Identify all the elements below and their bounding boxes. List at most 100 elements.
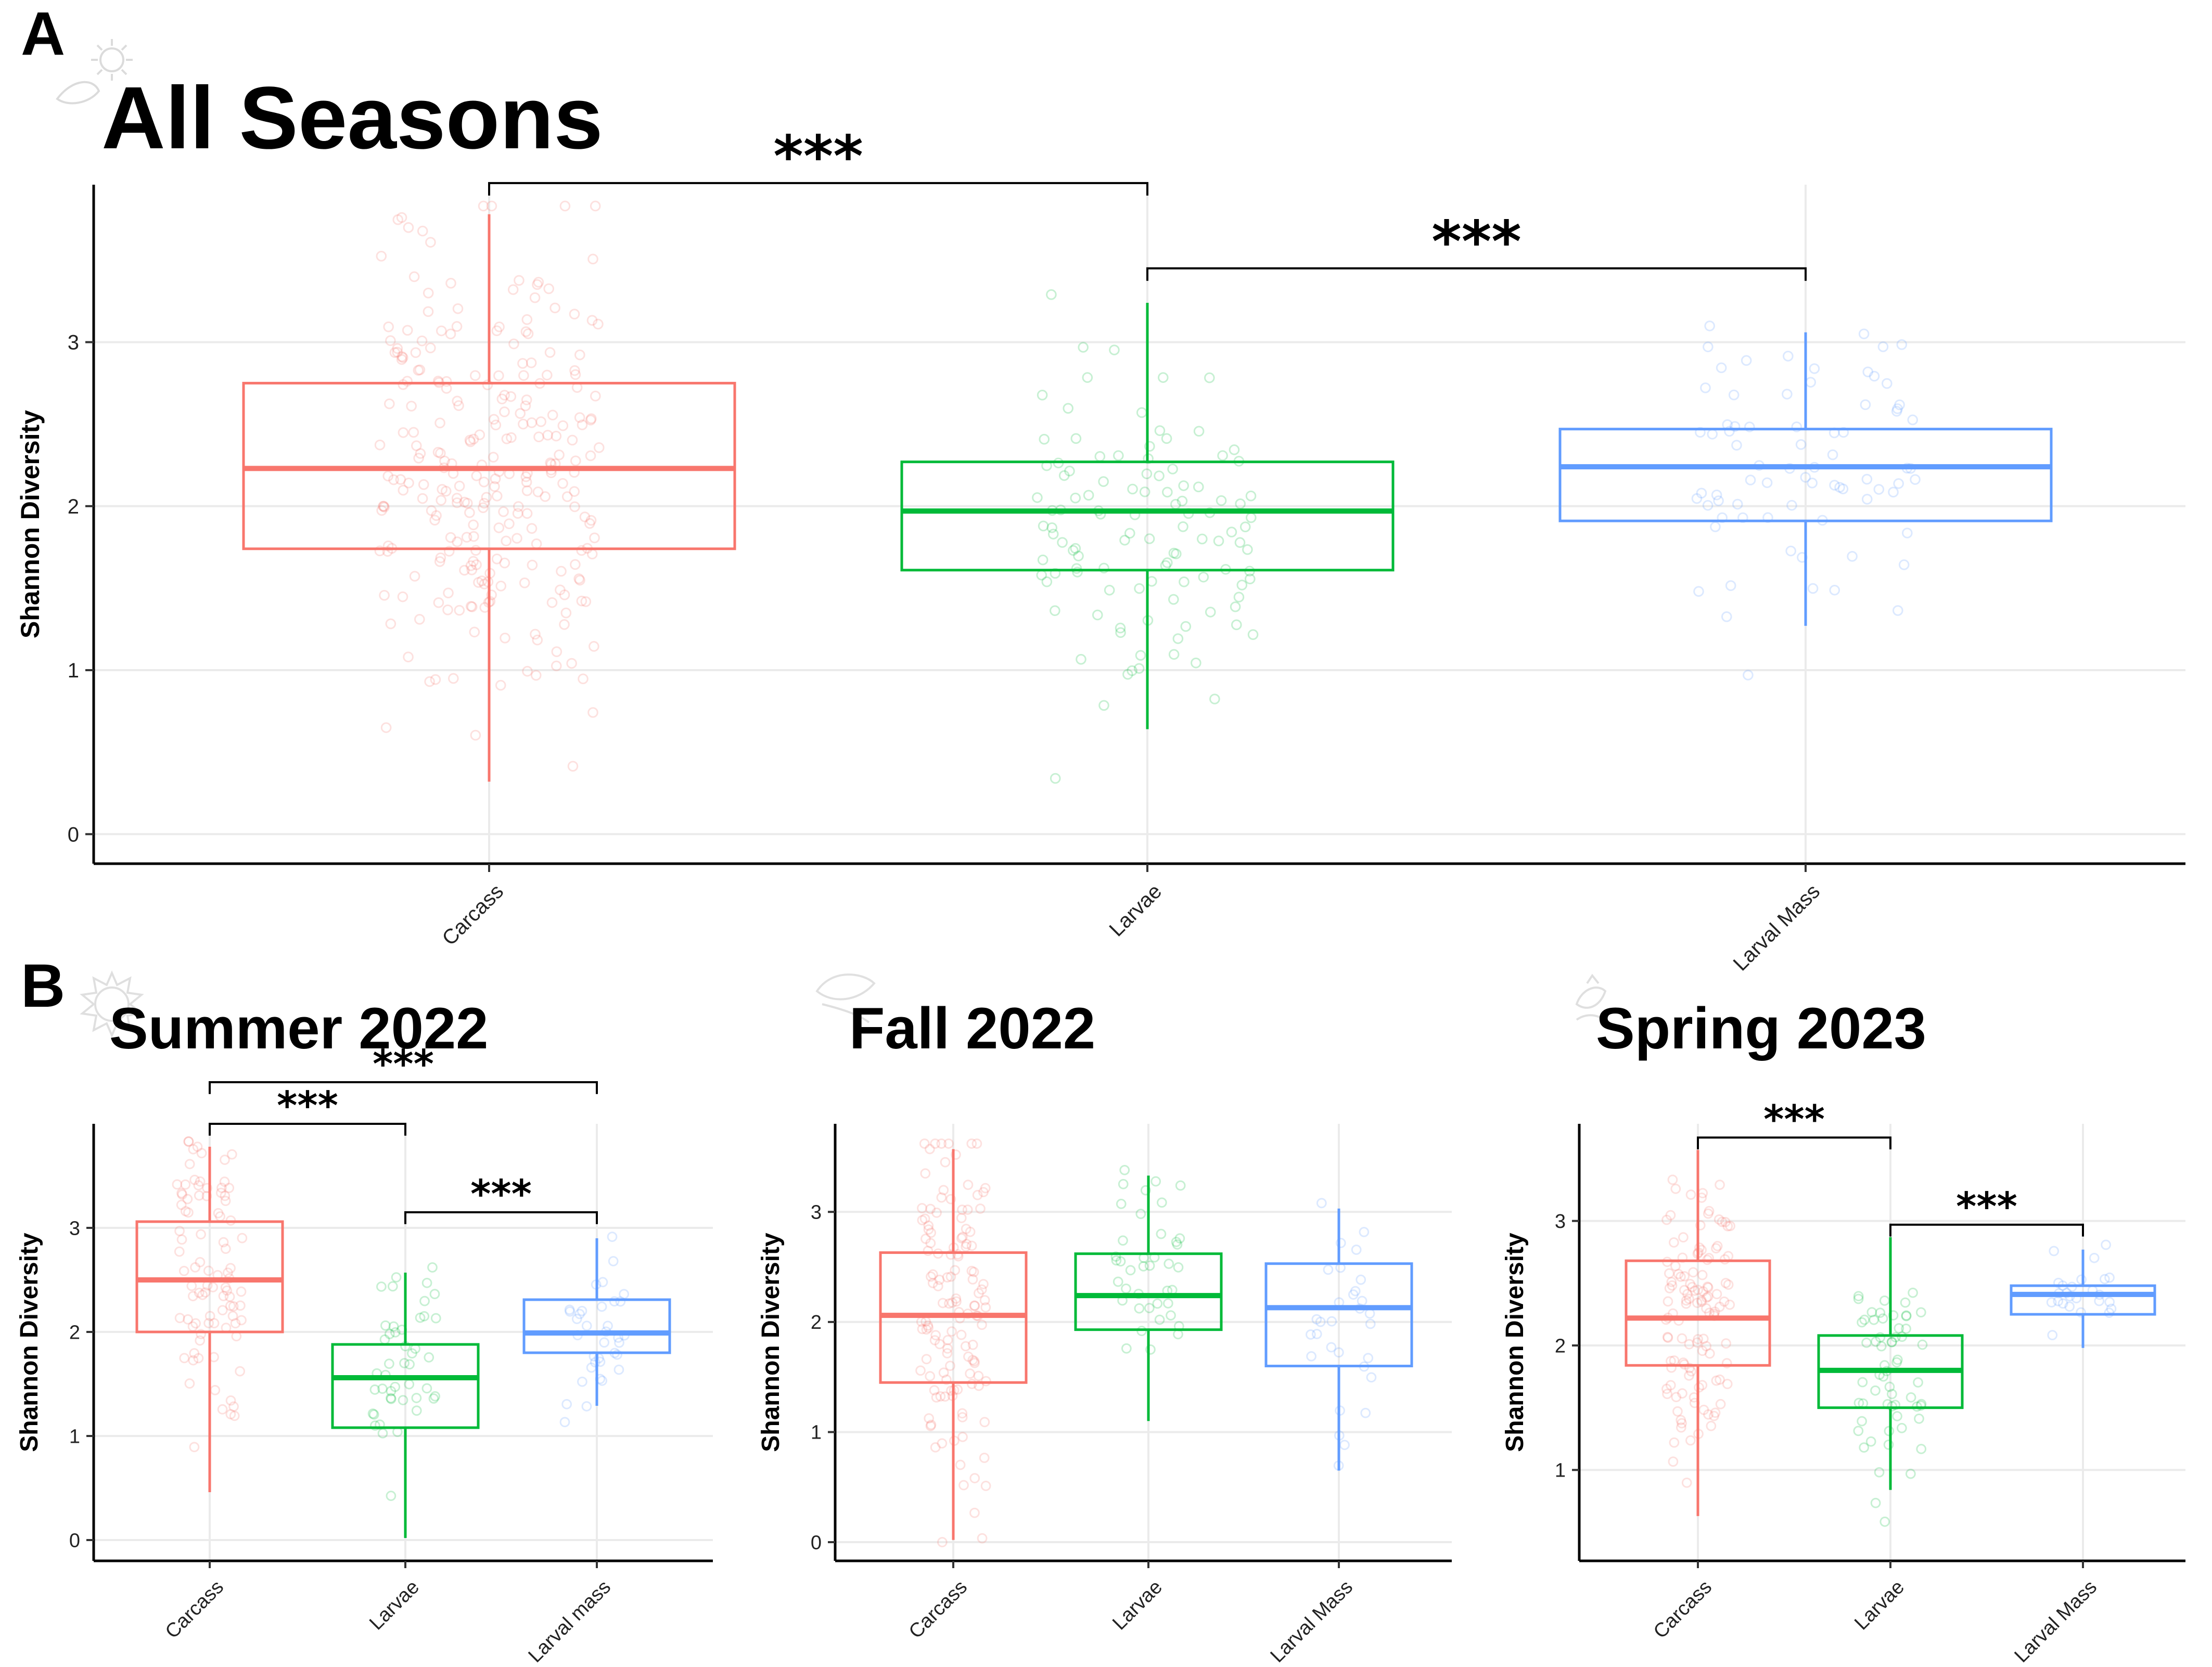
data-point	[944, 1298, 954, 1309]
data-point	[925, 1203, 936, 1214]
data-point	[596, 1301, 607, 1312]
data-point	[1891, 1357, 1902, 1368]
data-point	[439, 455, 450, 467]
data-point	[1668, 1456, 1679, 1467]
data-point	[521, 485, 533, 496]
data-point	[586, 413, 597, 424]
data-point	[533, 431, 544, 443]
data-point	[195, 1257, 206, 1267]
data-point	[1731, 440, 1742, 451]
data-point	[216, 1183, 227, 1193]
data-point	[551, 430, 562, 442]
data-point	[189, 1348, 200, 1358]
data-point	[1239, 521, 1251, 532]
data-point	[369, 1384, 380, 1395]
data-point	[459, 565, 470, 576]
data-point	[382, 540, 394, 552]
data-point	[559, 200, 571, 212]
data-point	[220, 1196, 231, 1207]
data-point	[1161, 433, 1172, 444]
data-point	[603, 1320, 613, 1331]
data-point	[570, 369, 581, 380]
data-point	[1743, 670, 1754, 681]
x-tick-label: Larvae	[1108, 1576, 1167, 1634]
data-point	[396, 212, 407, 223]
data-point	[374, 545, 386, 557]
data-point	[1191, 657, 1201, 669]
data-point	[1171, 1237, 1182, 1247]
data-point	[1047, 529, 1059, 540]
data-point	[429, 1289, 440, 1299]
data-point	[1178, 521, 1188, 532]
data-point	[462, 497, 473, 509]
data-point	[395, 474, 406, 485]
data-point	[2047, 1330, 2058, 1340]
data-point	[488, 414, 500, 425]
data-point	[418, 479, 429, 490]
data-point	[1235, 498, 1246, 509]
data-point	[521, 477, 532, 488]
data-point	[1887, 1401, 1898, 1412]
x-tick-label: Carcass	[1650, 1576, 1716, 1643]
data-point	[1861, 473, 1873, 485]
data-point	[969, 1356, 980, 1367]
data-point	[1233, 592, 1245, 602]
data-point	[530, 670, 542, 681]
data-point	[1870, 1336, 1881, 1347]
data-point	[1162, 1298, 1173, 1309]
data-point	[1323, 1264, 1334, 1275]
data-point	[1665, 1210, 1676, 1221]
data-point	[619, 1289, 629, 1300]
data-point	[236, 1286, 247, 1297]
data-point	[496, 393, 508, 405]
data-point	[969, 1473, 980, 1483]
panel-letter-a: A	[21, 0, 65, 68]
leaf-icon	[815, 973, 876, 1023]
data-point	[1910, 474, 1921, 485]
data-point	[590, 1357, 600, 1368]
data-point	[383, 321, 394, 332]
data-point	[1110, 1251, 1121, 1262]
data-point	[193, 1180, 204, 1191]
data-point	[419, 1311, 430, 1322]
data-point	[414, 364, 426, 376]
data-point	[980, 1183, 991, 1194]
data-point	[376, 250, 387, 262]
data-point	[440, 485, 452, 497]
data-point	[1915, 1400, 1926, 1411]
data-point	[517, 358, 528, 369]
data-point	[521, 508, 533, 519]
data-point	[1715, 1399, 1726, 1409]
data-point	[451, 321, 463, 332]
data-point	[515, 408, 526, 419]
data-point	[391, 1272, 402, 1283]
data-point	[567, 761, 579, 772]
data-point	[1869, 370, 1880, 382]
data-point	[402, 325, 413, 336]
data-point	[1193, 481, 1204, 493]
data-point	[1306, 1351, 1316, 1362]
data-point	[957, 1232, 968, 1242]
data-point	[1073, 550, 1084, 561]
data-point	[940, 1391, 951, 1402]
data-point	[1072, 567, 1083, 578]
data-point	[498, 506, 509, 517]
data-point	[1901, 1311, 1912, 1322]
data-point	[1786, 499, 1797, 511]
data-point	[430, 1391, 441, 1402]
chart-title: Summer 2022	[109, 996, 488, 1061]
data-point	[512, 533, 522, 544]
data-point	[1884, 1381, 1895, 1392]
box-larval-mass	[2010, 1284, 2156, 1316]
data-point	[508, 338, 519, 350]
data-point	[445, 532, 456, 543]
data-point	[398, 379, 408, 390]
data-point	[1167, 464, 1178, 475]
data-point	[1732, 498, 1743, 510]
data-point	[397, 351, 407, 362]
data-point	[549, 302, 560, 314]
data-point	[519, 577, 530, 588]
data-point	[486, 589, 497, 600]
significance-label: ***	[1956, 1184, 2017, 1229]
data-point	[389, 347, 401, 358]
